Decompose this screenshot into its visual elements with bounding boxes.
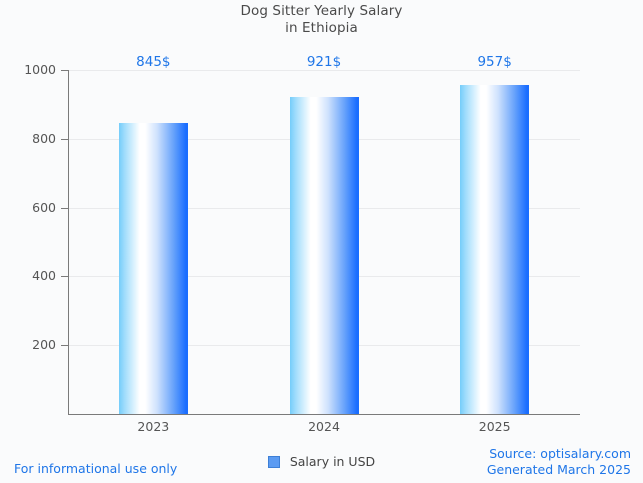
y-tick-mark: [61, 70, 68, 71]
bar-value-label-2024: 921$: [306, 54, 342, 70]
disclaimer-text: For informational use only: [14, 461, 178, 476]
bar-2023[interactable]: [118, 123, 188, 414]
bar-2024[interactable]: [289, 97, 359, 414]
y-tick: 200: [0, 337, 56, 353]
bar-value-label-2025: 957$: [477, 54, 512, 70]
y-axis-line: [68, 70, 69, 415]
y-tick-mark: [61, 276, 68, 278]
y-tick-mark: [61, 207, 68, 209]
y-tick: 1000: [0, 62, 56, 77]
chart-title: Dog Sitter Yearly Salary in Ethiopia: [0, 3, 643, 37]
y-tick-mark: [61, 345, 68, 347]
y-tick: 600: [0, 199, 56, 215]
x-tick-label-2024: 2024: [308, 419, 340, 434]
y-tick-label: 600: [32, 199, 56, 215]
legend-label: Salary in USD: [289, 454, 376, 469]
bar-value-label-2023: 845$: [136, 54, 171, 70]
x-tick-label-2025: 2025: [478, 419, 511, 434]
x-tick-label-2023: 2023: [137, 419, 170, 434]
source-text: Source: optisalary.com: [489, 446, 631, 461]
chart-legend: Salary in USD: [0, 455, 643, 469]
x-axis-line: [68, 414, 580, 415]
y-tick: 800: [0, 130, 56, 146]
y-tick-label: 200: [32, 337, 56, 353]
y-tick: 400: [0, 268, 56, 284]
source-block: Source: optisalary.com Generated March 2…: [487, 446, 631, 478]
chart-title-line-2: in Ethiopia: [285, 20, 358, 36]
y-tick-label: 800: [32, 130, 56, 146]
y-tick-label: 1000: [24, 62, 56, 77]
gridline: [68, 70, 580, 71]
y-tick-mark: [61, 138, 68, 140]
generated-text: Generated March 2025: [486, 462, 631, 477]
bar-2025[interactable]: [460, 84, 530, 414]
y-tick-label: 400: [32, 268, 56, 284]
legend-swatch-icon: [267, 456, 280, 468]
chart-title-line-1: Dog Sitter Yearly Salary: [240, 3, 403, 19]
